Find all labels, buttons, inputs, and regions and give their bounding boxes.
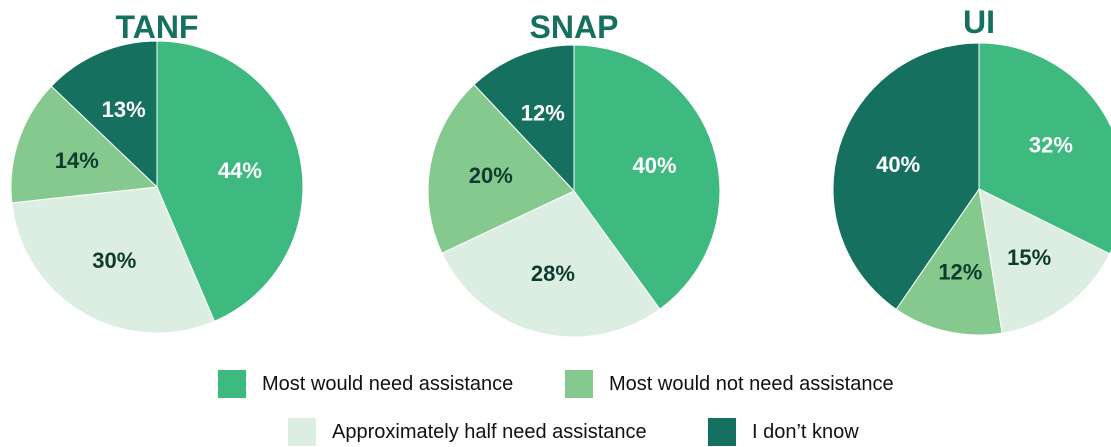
pie-label-snap-most-would-not-need-assistance: 20% (469, 163, 513, 188)
pie-label-tanf-most-would-not-need-assistance: 14% (55, 148, 99, 173)
legend-item-dont-know: I don’t know (708, 417, 859, 447)
legend-swatch-half-need (288, 418, 316, 446)
pie-label-snap-most-would-need-assistance: 40% (633, 153, 677, 178)
pie-label-tanf-approximately-half-need-assistance: 30% (92, 248, 136, 273)
legend-item-most-not-need: Most would not need assistance (565, 369, 894, 399)
pie-label-snap-i-don-t-know: 12% (521, 100, 565, 125)
pie-slice-tanf-most-would-not-need-assistance (10, 85, 159, 204)
legend-label-most-need: Most would need assistance (262, 372, 514, 395)
pie-label-snap-approximately-half-need-assistance: 28% (531, 261, 575, 286)
legend-swatch-most-need (218, 370, 246, 398)
chart-title-snap: SNAP (530, 9, 619, 45)
legend-label-most-not-need: Most would not need assistance (609, 372, 894, 395)
pie-label-ui-most-would-not-need-assistance: 12% (938, 260, 982, 285)
chart-title-tanf: TANF (116, 9, 199, 45)
pie-snap: SNAP 40% 28% 20% 12% (427, 9, 721, 338)
legend-item-most-need: Most would need assistance (218, 369, 513, 399)
chart-title-ui: UI (963, 4, 995, 40)
legend-swatch-most-not-need (565, 370, 593, 398)
legend-label-dont-know: I don’t know (752, 420, 859, 443)
legend-label-half-need: Approximately half need assistance (332, 420, 647, 443)
pie-ui: UI 32% 15% 12% 40% (832, 4, 1111, 336)
pie-label-ui-most-would-need-assistance: 32% (1029, 132, 1073, 157)
pie-slice-snap-most-would-need-assistance (573, 44, 721, 310)
pie-label-ui-i-don-t-know: 40% (876, 152, 920, 177)
pie-slice-snap-i-don-t-know (473, 44, 575, 193)
pie-label-ui-approximately-half-need-assistance: 15% (1007, 245, 1051, 270)
pie-slice-tanf-most-would-need-assistance (156, 40, 304, 322)
legend-item-half-need: Approximately half need assistance (288, 417, 647, 447)
pie-tanf: TANF 44% 30% 14% 13% (10, 9, 304, 334)
pie-slice-tanf-approximately-half-need-assistance (11, 186, 216, 334)
pie-slice-ui-most-would-need-assistance (978, 42, 1111, 255)
pie-slice-snap-approximately-half-need-assistance (441, 190, 661, 338)
pie-slice-ui-approximately-half-need-assistance (978, 188, 1111, 334)
pie-slice-snap-most-would-not-need-assistance (427, 83, 575, 254)
legend: Most would need assistance Most would no… (0, 365, 1111, 447)
pie-label-tanf-most-would-need-assistance: 44% (218, 158, 262, 183)
pie-slice-ui-most-would-not-need-assistance (895, 187, 1003, 336)
legend-swatch-dont-know (708, 418, 736, 446)
pie-slice-tanf-i-don-t-know (50, 40, 158, 189)
pie-label-tanf-i-don-t-know: 13% (102, 97, 146, 122)
pie-slice-ui-i-don-t-know (832, 42, 980, 310)
